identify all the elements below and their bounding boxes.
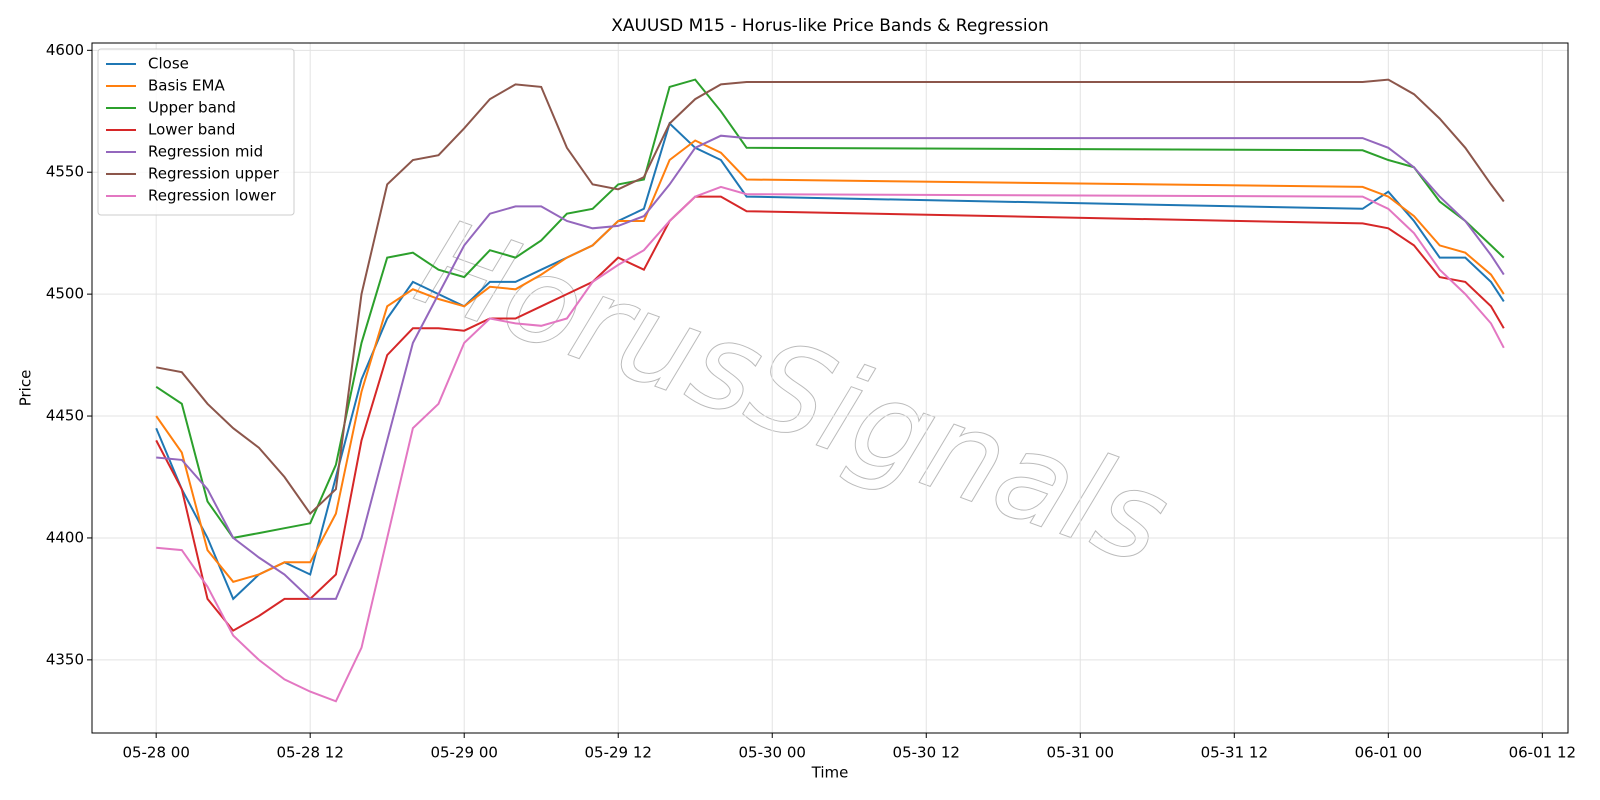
series-line xyxy=(156,134,1505,600)
series-line xyxy=(155,78,1505,540)
x-tick-label: 05-31 12 xyxy=(1201,744,1268,762)
legend-label: Regression mid xyxy=(148,143,263,161)
legend: Close Basis EMA Upper band Lower band Regres… xyxy=(97,48,295,216)
x-tick-label: 05-29 12 xyxy=(584,744,651,762)
x-axis-label: Time xyxy=(811,764,849,782)
y-tick-label: 4450 xyxy=(46,407,84,425)
series-line xyxy=(156,78,1505,516)
legend-label: Close xyxy=(148,55,189,73)
y-tick-label: 4350 xyxy=(46,650,84,668)
y-axis-label: Price xyxy=(17,370,35,407)
series-line xyxy=(156,185,1505,703)
watermark: HorusSignals xyxy=(401,194,1184,592)
y-tick-label: 4500 xyxy=(46,285,84,303)
legend-label: Lower band xyxy=(148,121,235,139)
x-tick-label: 05-29 00 xyxy=(430,744,497,762)
x-tick-label: 05-30 12 xyxy=(893,744,960,762)
chart-title: XAUUSD M15 - Horus-like Price Bands & Re… xyxy=(611,16,1049,36)
x-tick-label: 05-30 00 xyxy=(739,744,806,762)
legend-label: Regression lower xyxy=(148,187,277,205)
y-tick-label: 4400 xyxy=(46,528,84,546)
legend-label: Basis EMA xyxy=(148,77,225,95)
legend-label: Regression upper xyxy=(148,165,280,183)
x-tick-label: 05-31 00 xyxy=(1047,744,1114,762)
legend-label: Upper band xyxy=(148,99,236,117)
x-tick-label: 05-28 12 xyxy=(276,744,343,762)
y-tick-label: 4600 xyxy=(46,41,84,59)
x-tick-label: 06-01 00 xyxy=(1355,744,1422,762)
y-tick-label: 4550 xyxy=(46,163,84,181)
x-tick-label: 06-01 12 xyxy=(1509,744,1576,762)
series-line xyxy=(155,139,1505,583)
series-line xyxy=(155,195,1505,632)
x-tick-label: 05-28 00 xyxy=(122,744,189,762)
legend-box xyxy=(97,48,295,216)
plot-frame xyxy=(91,42,1569,734)
